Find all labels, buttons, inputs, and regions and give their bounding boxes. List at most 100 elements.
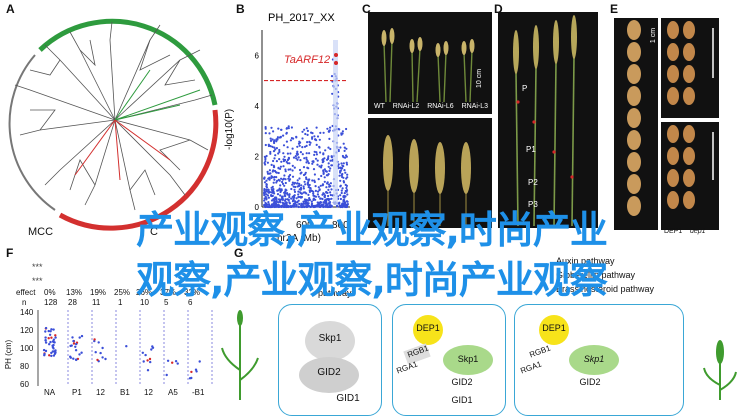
manhattan-point <box>300 184 303 187</box>
manhattan-point <box>302 191 305 194</box>
manhattan-point <box>289 168 292 171</box>
dot-plot-point <box>54 334 57 337</box>
effect-value: 26% <box>136 288 153 297</box>
manhattan-point <box>282 134 285 137</box>
x-tick: NA <box>44 388 56 397</box>
manhattan-point <box>291 183 294 186</box>
plant-labels: WT RNAi-L2 RNAi-L6 RNAi-L3 <box>370 103 492 110</box>
manhattan-point <box>267 191 270 194</box>
manhattan-ylabel: -log10(P) <box>224 108 235 150</box>
dot-plot-point <box>148 357 152 361</box>
manhattan-point <box>308 198 311 201</box>
manhattan-point <box>339 166 342 170</box>
manhattan-point <box>268 169 271 172</box>
manhattan-point <box>328 137 331 140</box>
manhattan-point <box>277 171 280 175</box>
effect-value: 25% <box>114 288 131 297</box>
manhattan-point <box>308 189 311 192</box>
manhattan-point <box>342 181 346 184</box>
n-label: n <box>22 298 27 307</box>
manhattan-point <box>345 155 348 158</box>
manhattan-point <box>295 135 298 138</box>
manhattan-point <box>329 147 332 151</box>
manhattan-point <box>340 162 343 165</box>
manhattan-point <box>272 150 276 153</box>
manhattan-point <box>298 182 301 185</box>
manhattan-point <box>286 146 289 149</box>
manhattan-point <box>287 205 290 209</box>
manhattan-point <box>299 192 302 195</box>
manhattan-point <box>265 183 268 186</box>
manhattan-point <box>275 176 278 179</box>
manhattan-point <box>326 198 329 201</box>
legend-c: C <box>150 226 158 238</box>
manhattan-point <box>305 127 308 130</box>
manhattan-point <box>285 140 288 143</box>
manhattan-point <box>312 197 315 200</box>
effect-value: 37% <box>160 288 177 297</box>
manhattan-point <box>291 175 295 178</box>
dot-plot-point <box>74 349 78 352</box>
dot-plot-point <box>96 358 99 362</box>
manhattan-point <box>287 168 290 171</box>
manhattan-point <box>327 183 331 186</box>
manhattan-point <box>302 205 305 208</box>
box2-gid1: GID1 <box>451 395 473 405</box>
manhattan-point <box>281 182 285 185</box>
manhattan-point <box>288 201 291 204</box>
y-tick: 100 <box>20 344 34 353</box>
y-tick-label: 0 <box>255 203 260 212</box>
manhattan-point <box>328 169 331 172</box>
manhattan-point <box>286 162 289 165</box>
manhattan-point <box>289 173 292 177</box>
legend-auxin: Auxin pathway <box>556 256 615 266</box>
manhattan-point <box>303 145 307 148</box>
manhattan-point <box>282 160 285 163</box>
manhattan-point <box>289 152 292 155</box>
tree-arc-gray <box>8 54 56 211</box>
plant-label-l6: RNAi-L6 <box>427 103 454 110</box>
box3-rga1: RGA1 <box>519 359 543 376</box>
dot-plot-point <box>44 349 48 353</box>
dot-plot-point <box>49 330 52 333</box>
manhattan-point <box>327 162 330 165</box>
manhattan-point <box>287 157 290 160</box>
manhattan-point <box>327 155 330 158</box>
manhattan-point <box>284 181 287 185</box>
manhattan-point <box>284 198 287 201</box>
dot-plot <box>37 310 213 386</box>
manhattan-point <box>345 186 348 190</box>
dot-plot-point <box>174 360 178 363</box>
x-tick: A5 <box>168 388 178 397</box>
manhattan-point <box>308 152 311 155</box>
panel-label-e: E <box>610 2 619 16</box>
manhattan-point <box>267 143 270 146</box>
seed-label-dep1-mutant: dep1 <box>690 228 706 235</box>
manhattan-point <box>301 130 304 133</box>
dot-plot-point <box>80 334 84 338</box>
manhattan-point <box>344 189 347 193</box>
manhattan-point <box>325 203 329 207</box>
effect-value: 19% <box>90 288 107 297</box>
manhattan-point <box>272 166 276 169</box>
manhattan-point <box>345 147 348 150</box>
dot-plot-point <box>146 369 150 372</box>
manhattan-point <box>264 195 267 198</box>
manhattan-point <box>285 201 288 204</box>
manhattan-point <box>285 127 288 130</box>
manhattan-point <box>275 147 278 150</box>
manhattan-point <box>327 188 330 191</box>
manhattan-point <box>305 152 308 155</box>
manhattan-point <box>315 153 318 156</box>
manhattan-point <box>325 174 328 177</box>
dot-plot-point <box>49 340 52 344</box>
manhattan-point <box>337 202 341 205</box>
manhattan-point <box>281 201 284 204</box>
manhattan-point <box>297 195 300 199</box>
manhattan-point <box>292 137 295 140</box>
manhattan-point <box>296 201 299 204</box>
manhattan-point <box>327 194 330 198</box>
manhattan-point <box>337 148 340 151</box>
manhattan-point <box>281 205 284 208</box>
manhattan-point <box>307 193 310 196</box>
